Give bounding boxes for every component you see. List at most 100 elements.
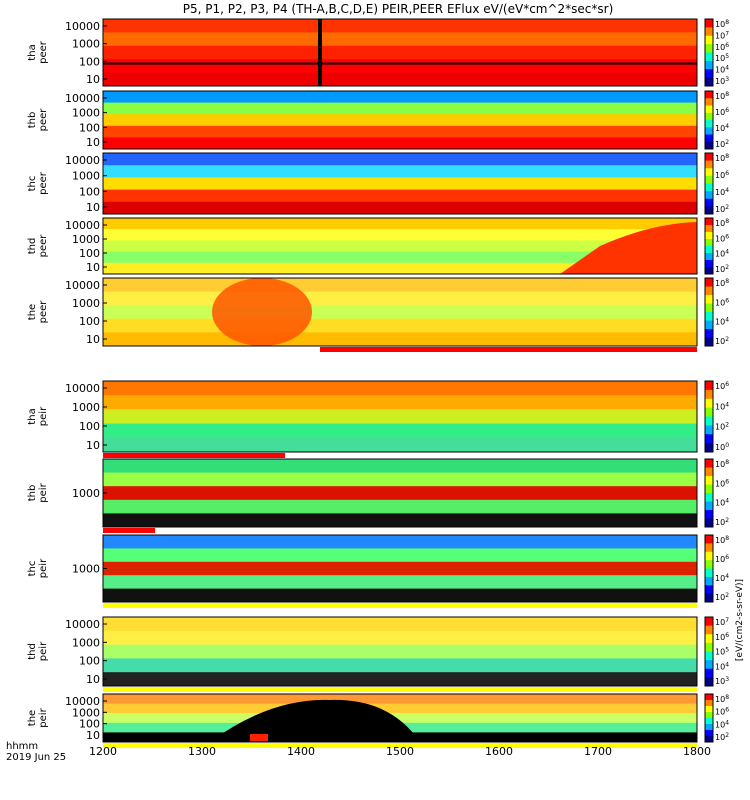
spectrogram-band [103,262,697,275]
colorbar-frame [704,90,714,150]
colorbar-segment [705,44,713,53]
colorbar-segment [705,568,713,578]
panel-the-peer: 10 100 1000 10000 the peer 108 106 104 102 [27,277,729,347]
colorbar-tick-label: 104 [715,317,729,327]
colorbar-segment [705,260,713,268]
x-tick-label: 1200 [89,745,117,758]
spectrogram-band [103,189,697,203]
colorbar-tick-label: 106 [715,233,729,243]
spectrogram-band [103,251,697,264]
panel-frame [102,277,698,347]
colorbar-tick-label: 107 [715,617,729,627]
colorbar-tick-label: 102 [715,422,729,432]
colorbar-tick-label: 102 [715,139,729,149]
spectrogram-band [103,278,697,293]
colorbar-tick-label: 102 [715,204,729,214]
y-tick-label: 100 [79,655,100,668]
y-axis-label: the [27,304,38,320]
x-tick-label: 1700 [584,745,612,758]
spectrogram-band [103,575,697,590]
colorbar: 108 106 104 102 [704,152,729,215]
colorbar-tick-label: 104 [715,498,729,508]
spectrogram-band [103,644,697,659]
colorbar-tick-label: 104 [715,401,729,411]
data-quality-bar [103,743,697,748]
panel-frame [102,217,698,275]
colorbar-units-label: [eV/(cm2-s-sr-eV)] [735,579,745,661]
colorbar-segment [705,312,713,321]
colorbar-segment [705,278,713,287]
colorbar-segment [705,476,713,485]
colorbar-segment [705,706,713,713]
colorbar-segment [705,425,713,435]
y-tick-label: 100 [79,315,100,328]
colorbar-segment [705,416,713,426]
data-quality-bar [103,603,697,608]
x-tick-label: 1300 [188,745,216,758]
colorbar-tick-label: 108 [715,19,729,29]
data-quality-bar [103,687,697,692]
colorbar-segment [705,467,713,477]
colorbar-segment [705,501,713,511]
data-quality-bar [103,453,285,458]
colorbar-segment [705,52,713,62]
colorbar-segment [705,443,713,453]
spectrogram-band [103,423,697,439]
spectrogram-band [103,409,697,425]
y-axis-label: peer [38,234,49,258]
spectrogram-band [103,177,697,191]
colorbar-frame [704,616,714,687]
colorbar-segment [705,267,713,275]
y-tick-label: 10 [86,136,100,149]
panel-thd-peir: 10 100 1000 10000 thd peir 107 106 105 104 103 [27,616,729,687]
red-spot [250,734,268,741]
colorbar-tick-label: 104 [715,187,729,197]
panel-tha-peir: 10 100 1000 10000 tha peir 106 104 102 100 [27,380,729,453]
y-axis-label: peir [38,482,49,502]
spectrogram-band [103,672,697,687]
colorbar-tick-label: 107 [715,30,729,40]
y-tick-label: 1000 [72,107,100,120]
colorbar-tick-label: 108 [715,535,729,545]
spectrogram-band [103,102,697,115]
colorbar-segment [705,35,713,45]
y-tick-label: 10000 [65,92,100,105]
colorbar-tick-label: 100 [715,442,729,452]
colorbar-tick-label: 104 [715,719,729,729]
colorbar-tick-label: 106 [715,478,729,488]
colorbar-segment [705,434,713,444]
y-tick-label: 100 [79,121,100,134]
colorbar-frame [704,277,714,347]
colorbar-segment [705,134,713,143]
y-tick-label: 10 [86,673,100,686]
colorbar-segment [705,19,713,28]
spectrogram-band [103,703,697,714]
y-tick-label: 10 [86,439,100,452]
colorbar-tick-label: 108 [715,278,729,288]
spectrogram-band [103,472,697,487]
colorbar-segment [705,120,713,128]
colorbar-segment [705,712,713,719]
y-axis-label: peer [38,108,49,132]
colorbar-segment [705,736,713,743]
colorbar-tick-label: 108 [715,218,729,228]
colorbar-segment [705,535,713,544]
data-quality-bar [103,528,155,533]
y-tick-label: 10 [86,73,100,86]
x-tick-label: 1500 [386,745,414,758]
spectrogram-band [103,91,697,104]
y-tick-label: 1000 [72,297,100,310]
colorbar-segment [705,183,713,192]
colorbar-tick-label: 106 [715,107,729,117]
spectrogram-band [103,201,697,215]
colorbar-segment [705,191,713,200]
colorbar-segment [705,700,713,707]
spectrogram-band [103,694,697,705]
colorbar-tick-label: 105 [715,647,729,657]
colorbar-segment [705,730,713,737]
spectrogram-band [103,218,697,230]
y-tick-label: 1000 [72,233,100,246]
y-tick-label: 1000 [72,706,100,719]
